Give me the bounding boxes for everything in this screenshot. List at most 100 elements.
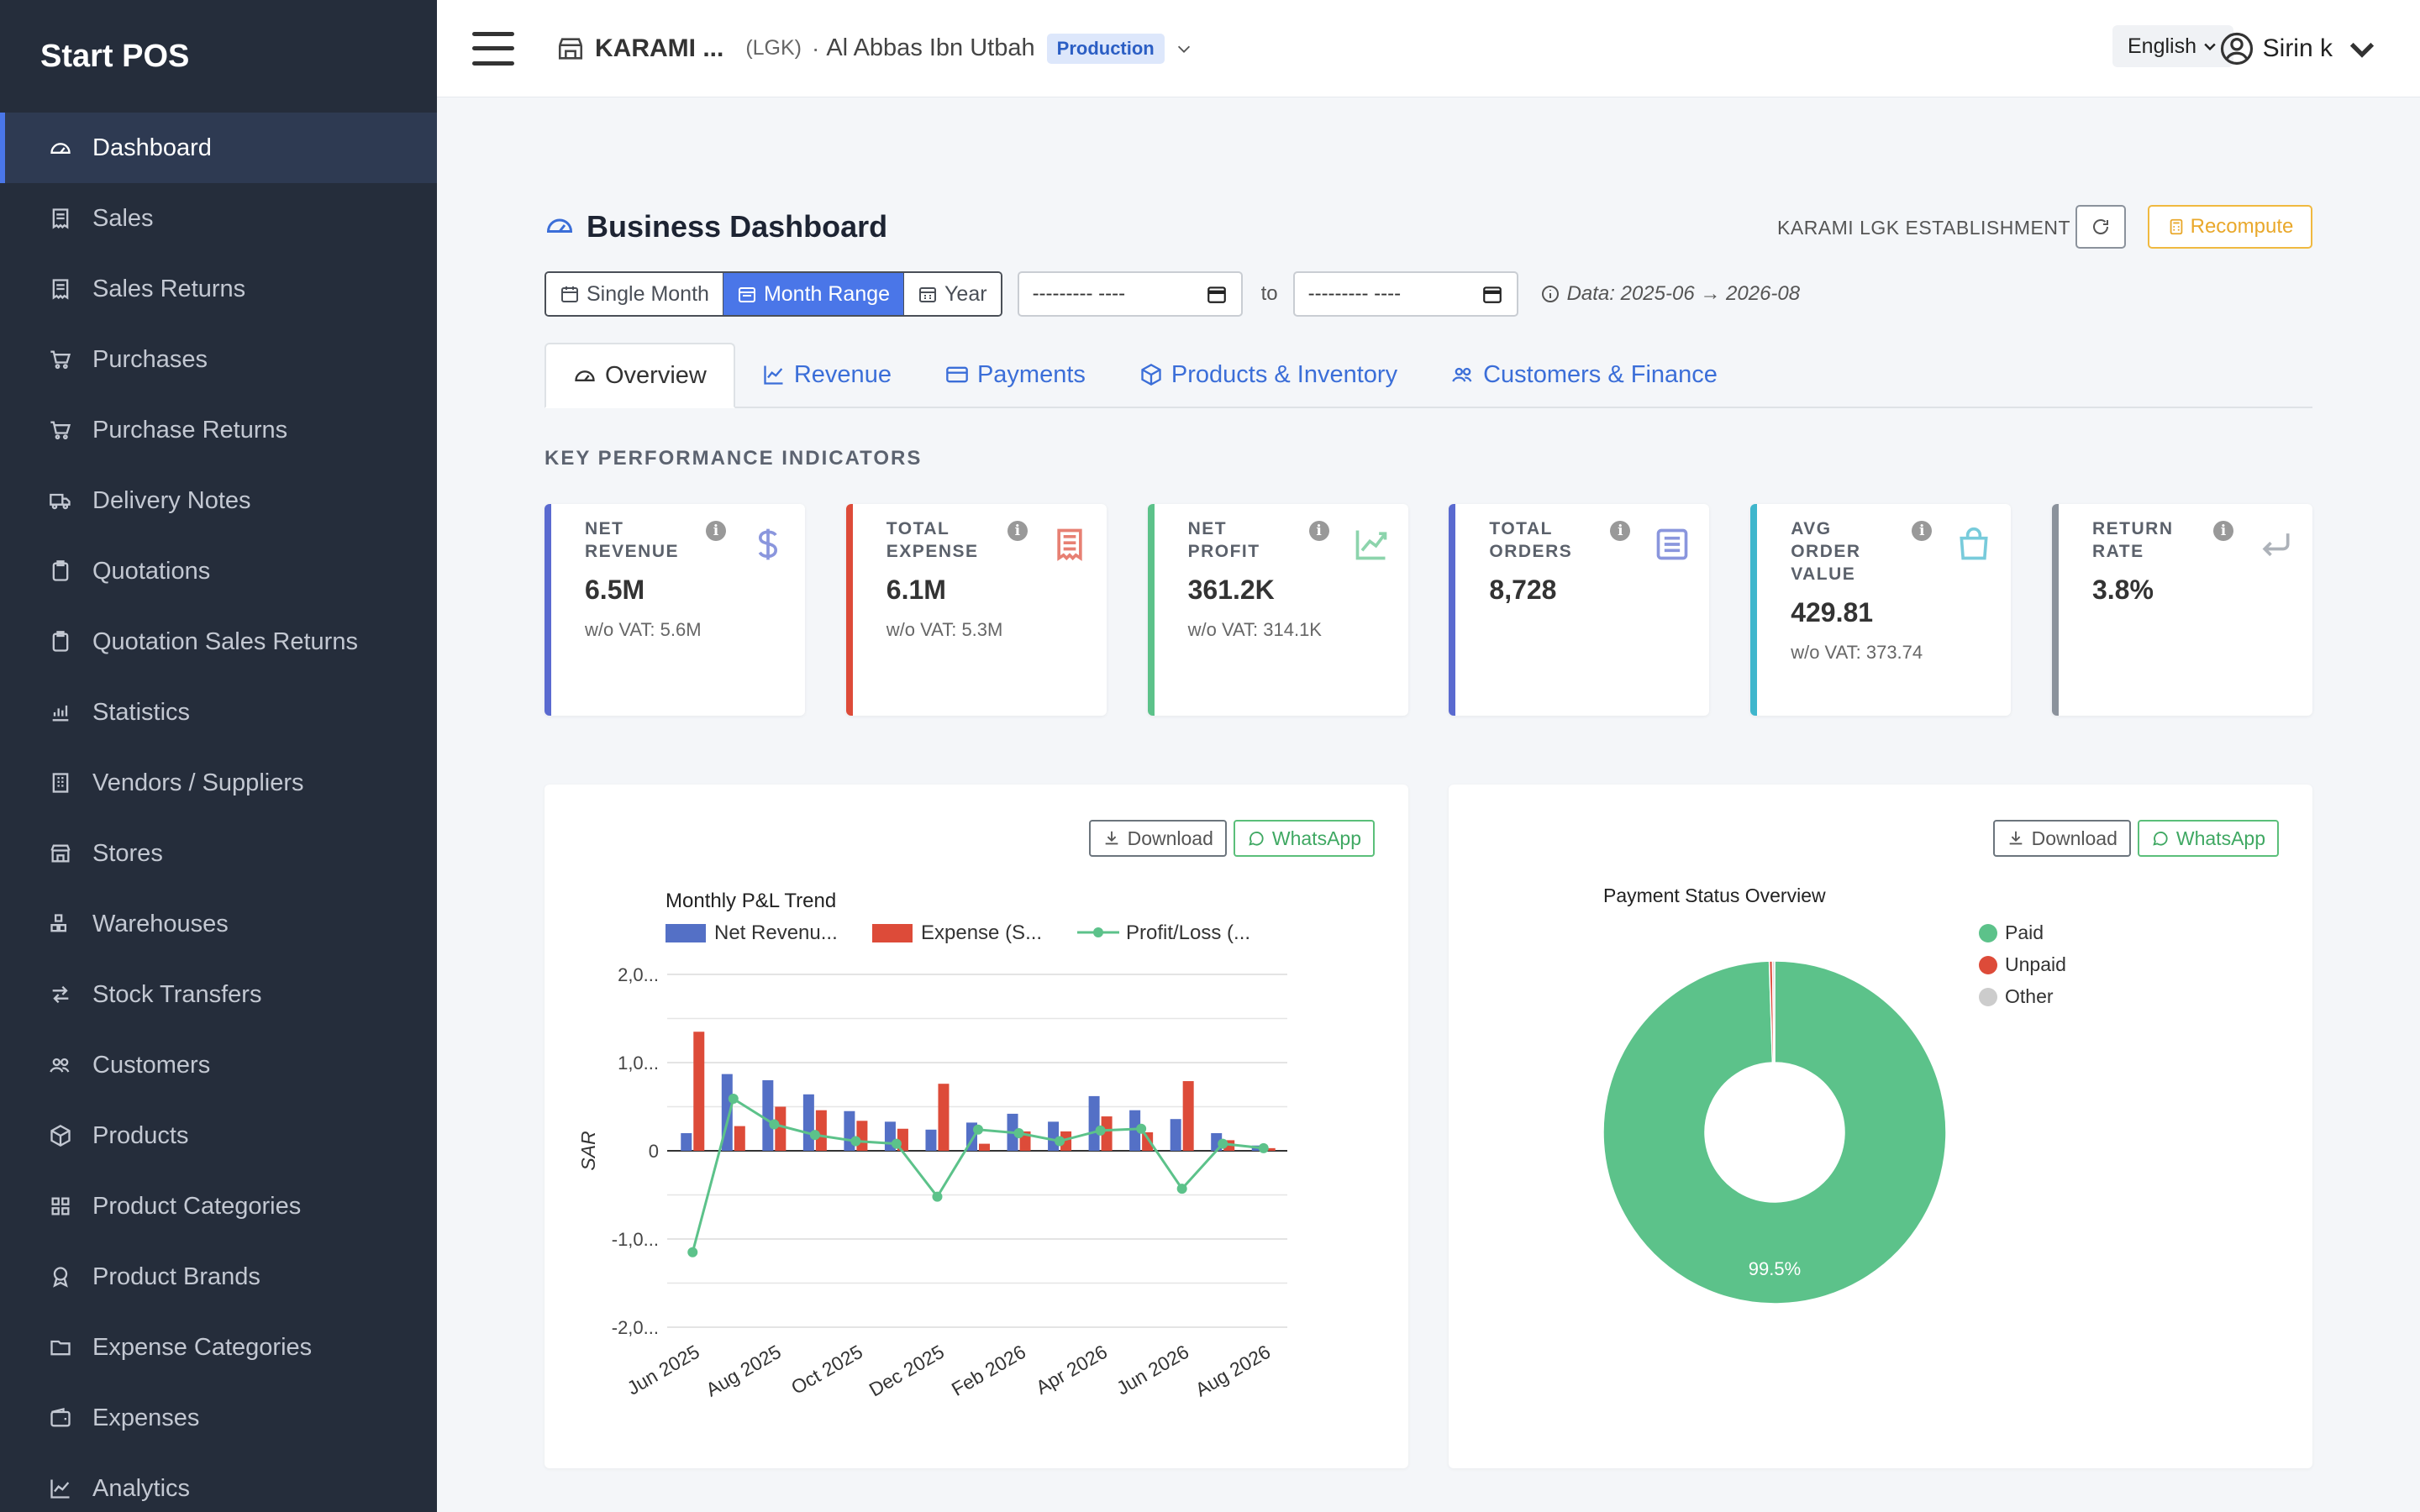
bar-revenue[interactable] — [762, 1080, 774, 1151]
sidebar-item-quotation-sales-returns[interactable]: Quotation Sales Returns — [0, 606, 437, 677]
tab-payments-label: Payments — [976, 360, 1086, 388]
tab-overview[interactable]: Overview — [544, 343, 735, 408]
profit-loss-point[interactable] — [809, 1130, 820, 1141]
chevron-down-icon[interactable] — [1175, 39, 1193, 58]
profit-loss-point[interactable] — [891, 1138, 902, 1149]
y-tick-label: 1,0... — [618, 1053, 659, 1074]
profit-loss-point[interactable] — [850, 1136, 861, 1147]
bar-revenue[interactable] — [1088, 1095, 1100, 1151]
sidebar-item-expense-categories[interactable]: Expense Categories — [0, 1312, 437, 1383]
info-icon[interactable]: i — [1007, 521, 1028, 541]
refresh-button[interactable] — [2075, 205, 2126, 249]
single-month-button[interactable]: Single Month — [546, 273, 723, 315]
sidebar-item-products[interactable]: Products — [0, 1100, 437, 1171]
sidebar-item-stores[interactable]: Stores — [0, 818, 437, 889]
bar-expense[interactable] — [1060, 1131, 1072, 1151]
sidebar-item-purchases[interactable]: Purchases — [0, 324, 437, 395]
profit-loss-point[interactable] — [973, 1124, 983, 1135]
to-month-input[interactable]: --------- ---- — [1292, 271, 1518, 317]
legend-item[interactable]: Unpaid — [1979, 953, 2066, 975]
recompute-button[interactable]: Recompute — [2148, 205, 2312, 249]
sidebar-item-warehouses[interactable]: Warehouses — [0, 889, 437, 959]
profit-loss-point[interactable] — [1013, 1128, 1024, 1138]
store-name[interactable]: KARAMI ... — [595, 34, 724, 62]
profit-loss-point[interactable] — [728, 1094, 739, 1105]
sidebar-item-vendors-suppliers[interactable]: Vendors / Suppliers — [0, 748, 437, 818]
bar-expense[interactable] — [1142, 1131, 1154, 1151]
bar-expense[interactable] — [979, 1143, 990, 1151]
legend-item[interactable]: Expense (S... — [872, 921, 1042, 944]
bar-revenue[interactable] — [1170, 1119, 1181, 1151]
legend-item[interactable]: Paid — [1979, 921, 2044, 943]
bar-expense[interactable] — [938, 1084, 950, 1151]
cart-icon — [47, 346, 74, 373]
menu-toggle-icon[interactable] — [472, 31, 514, 66]
profit-loss-point[interactable] — [1136, 1123, 1147, 1134]
profit-loss-point[interactable] — [1055, 1136, 1065, 1147]
sidebar-item-customers[interactable]: Customers — [0, 1030, 437, 1100]
bar-expense[interactable] — [734, 1126, 745, 1151]
sidebar-item-stock-transfers[interactable]: Stock Transfers — [0, 959, 437, 1030]
bar-revenue[interactable] — [1048, 1121, 1060, 1151]
kpi-card-return-rate: RETURN RATE 3.8% i — [2051, 504, 2312, 716]
download-button[interactable]: Download — [1992, 820, 2131, 857]
info-icon[interactable]: i — [2212, 521, 2233, 541]
info-icon[interactable]: i — [1610, 521, 1631, 541]
legend-item[interactable]: Net Revenu... — [666, 921, 838, 944]
bar-expense[interactable] — [775, 1106, 786, 1152]
sidebar-item-quotations[interactable]: Quotations — [0, 536, 437, 606]
profit-loss-point[interactable] — [1218, 1138, 1228, 1149]
tab-revenue[interactable]: Revenue — [735, 343, 918, 407]
info-icon[interactable]: i — [1912, 521, 1933, 541]
pie-slice-paid[interactable] — [1602, 960, 1947, 1305]
sidebar-item-statistics[interactable]: Statistics — [0, 677, 437, 748]
sidebar-item-product-brands[interactable]: Product Brands — [0, 1242, 437, 1312]
bar-expense[interactable] — [856, 1121, 868, 1151]
sidebar-item-product-categories[interactable]: Product Categories — [0, 1171, 437, 1242]
user-menu[interactable]: Sirin k — [2219, 25, 2388, 72]
bar-expense[interactable] — [815, 1110, 827, 1151]
whatsapp-button[interactable]: WhatsApp — [2137, 820, 2279, 857]
legend-item[interactable]: Other — [1979, 985, 2054, 1007]
bar-expense[interactable] — [1101, 1116, 1113, 1151]
profit-loss-point[interactable] — [687, 1247, 698, 1257]
tab-products-inventory[interactable]: Products & Inventory — [1113, 343, 1424, 407]
sidebar-item-delivery-notes[interactable]: Delivery Notes — [0, 465, 437, 536]
sidebar-item-dashboard[interactable]: Dashboard — [0, 113, 437, 183]
download-button[interactable]: Download — [1088, 820, 1227, 857]
sidebar-item-label: Purchases — [92, 345, 208, 373]
calendar-icon[interactable] — [1481, 283, 1503, 305]
tab-payments[interactable]: Payments — [918, 343, 1113, 407]
sidebar-item-expenses[interactable]: Expenses — [0, 1383, 437, 1453]
profit-loss-point[interactable] — [1258, 1142, 1269, 1153]
sidebar-item-analytics[interactable]: Analytics — [0, 1453, 437, 1512]
tab-customers-finance[interactable]: Customers & Finance — [1424, 343, 1744, 407]
sidebar-item-sales[interactable]: Sales — [0, 183, 437, 254]
from-month-input[interactable]: --------- ---- — [1017, 271, 1243, 317]
store-branch[interactable]: Al Abbas Ibn Utbah — [826, 34, 1035, 61]
month-range-button[interactable]: Month Range — [723, 273, 905, 315]
bar-expense[interactable] — [1182, 1081, 1194, 1151]
bar-revenue[interactable] — [802, 1094, 814, 1151]
legend-item[interactable]: Profit/Loss (... — [1077, 921, 1250, 944]
bar-revenue[interactable] — [1129, 1110, 1141, 1151]
app-brand[interactable]: Start POS — [40, 38, 190, 74]
profit-loss-point[interactable] — [932, 1191, 943, 1202]
profit-loss-point[interactable] — [1095, 1125, 1106, 1136]
info-icon[interactable]: i — [706, 521, 726, 541]
year-button[interactable]: Year — [904, 273, 1001, 315]
pie-slice-other[interactable] — [1771, 960, 1776, 1063]
whatsapp-button[interactable]: WhatsApp — [1233, 820, 1375, 857]
bar-expense[interactable] — [693, 1032, 705, 1151]
profit-loss-point[interactable] — [769, 1119, 780, 1130]
bar-revenue[interactable] — [681, 1133, 692, 1151]
language-select[interactable]: English — [2112, 25, 2233, 67]
bar-expense[interactable] — [1264, 1147, 1276, 1151]
bar-revenue[interactable] — [925, 1129, 937, 1151]
calendar-icon[interactable] — [1206, 283, 1228, 305]
info-icon[interactable]: i — [1308, 521, 1329, 541]
sidebar-item-purchase-returns[interactable]: Purchase Returns — [0, 395, 437, 465]
return-icon — [2257, 526, 2294, 563]
sidebar-item-sales-returns[interactable]: Sales Returns — [0, 254, 437, 324]
profit-loss-point[interactable] — [1176, 1184, 1187, 1194]
